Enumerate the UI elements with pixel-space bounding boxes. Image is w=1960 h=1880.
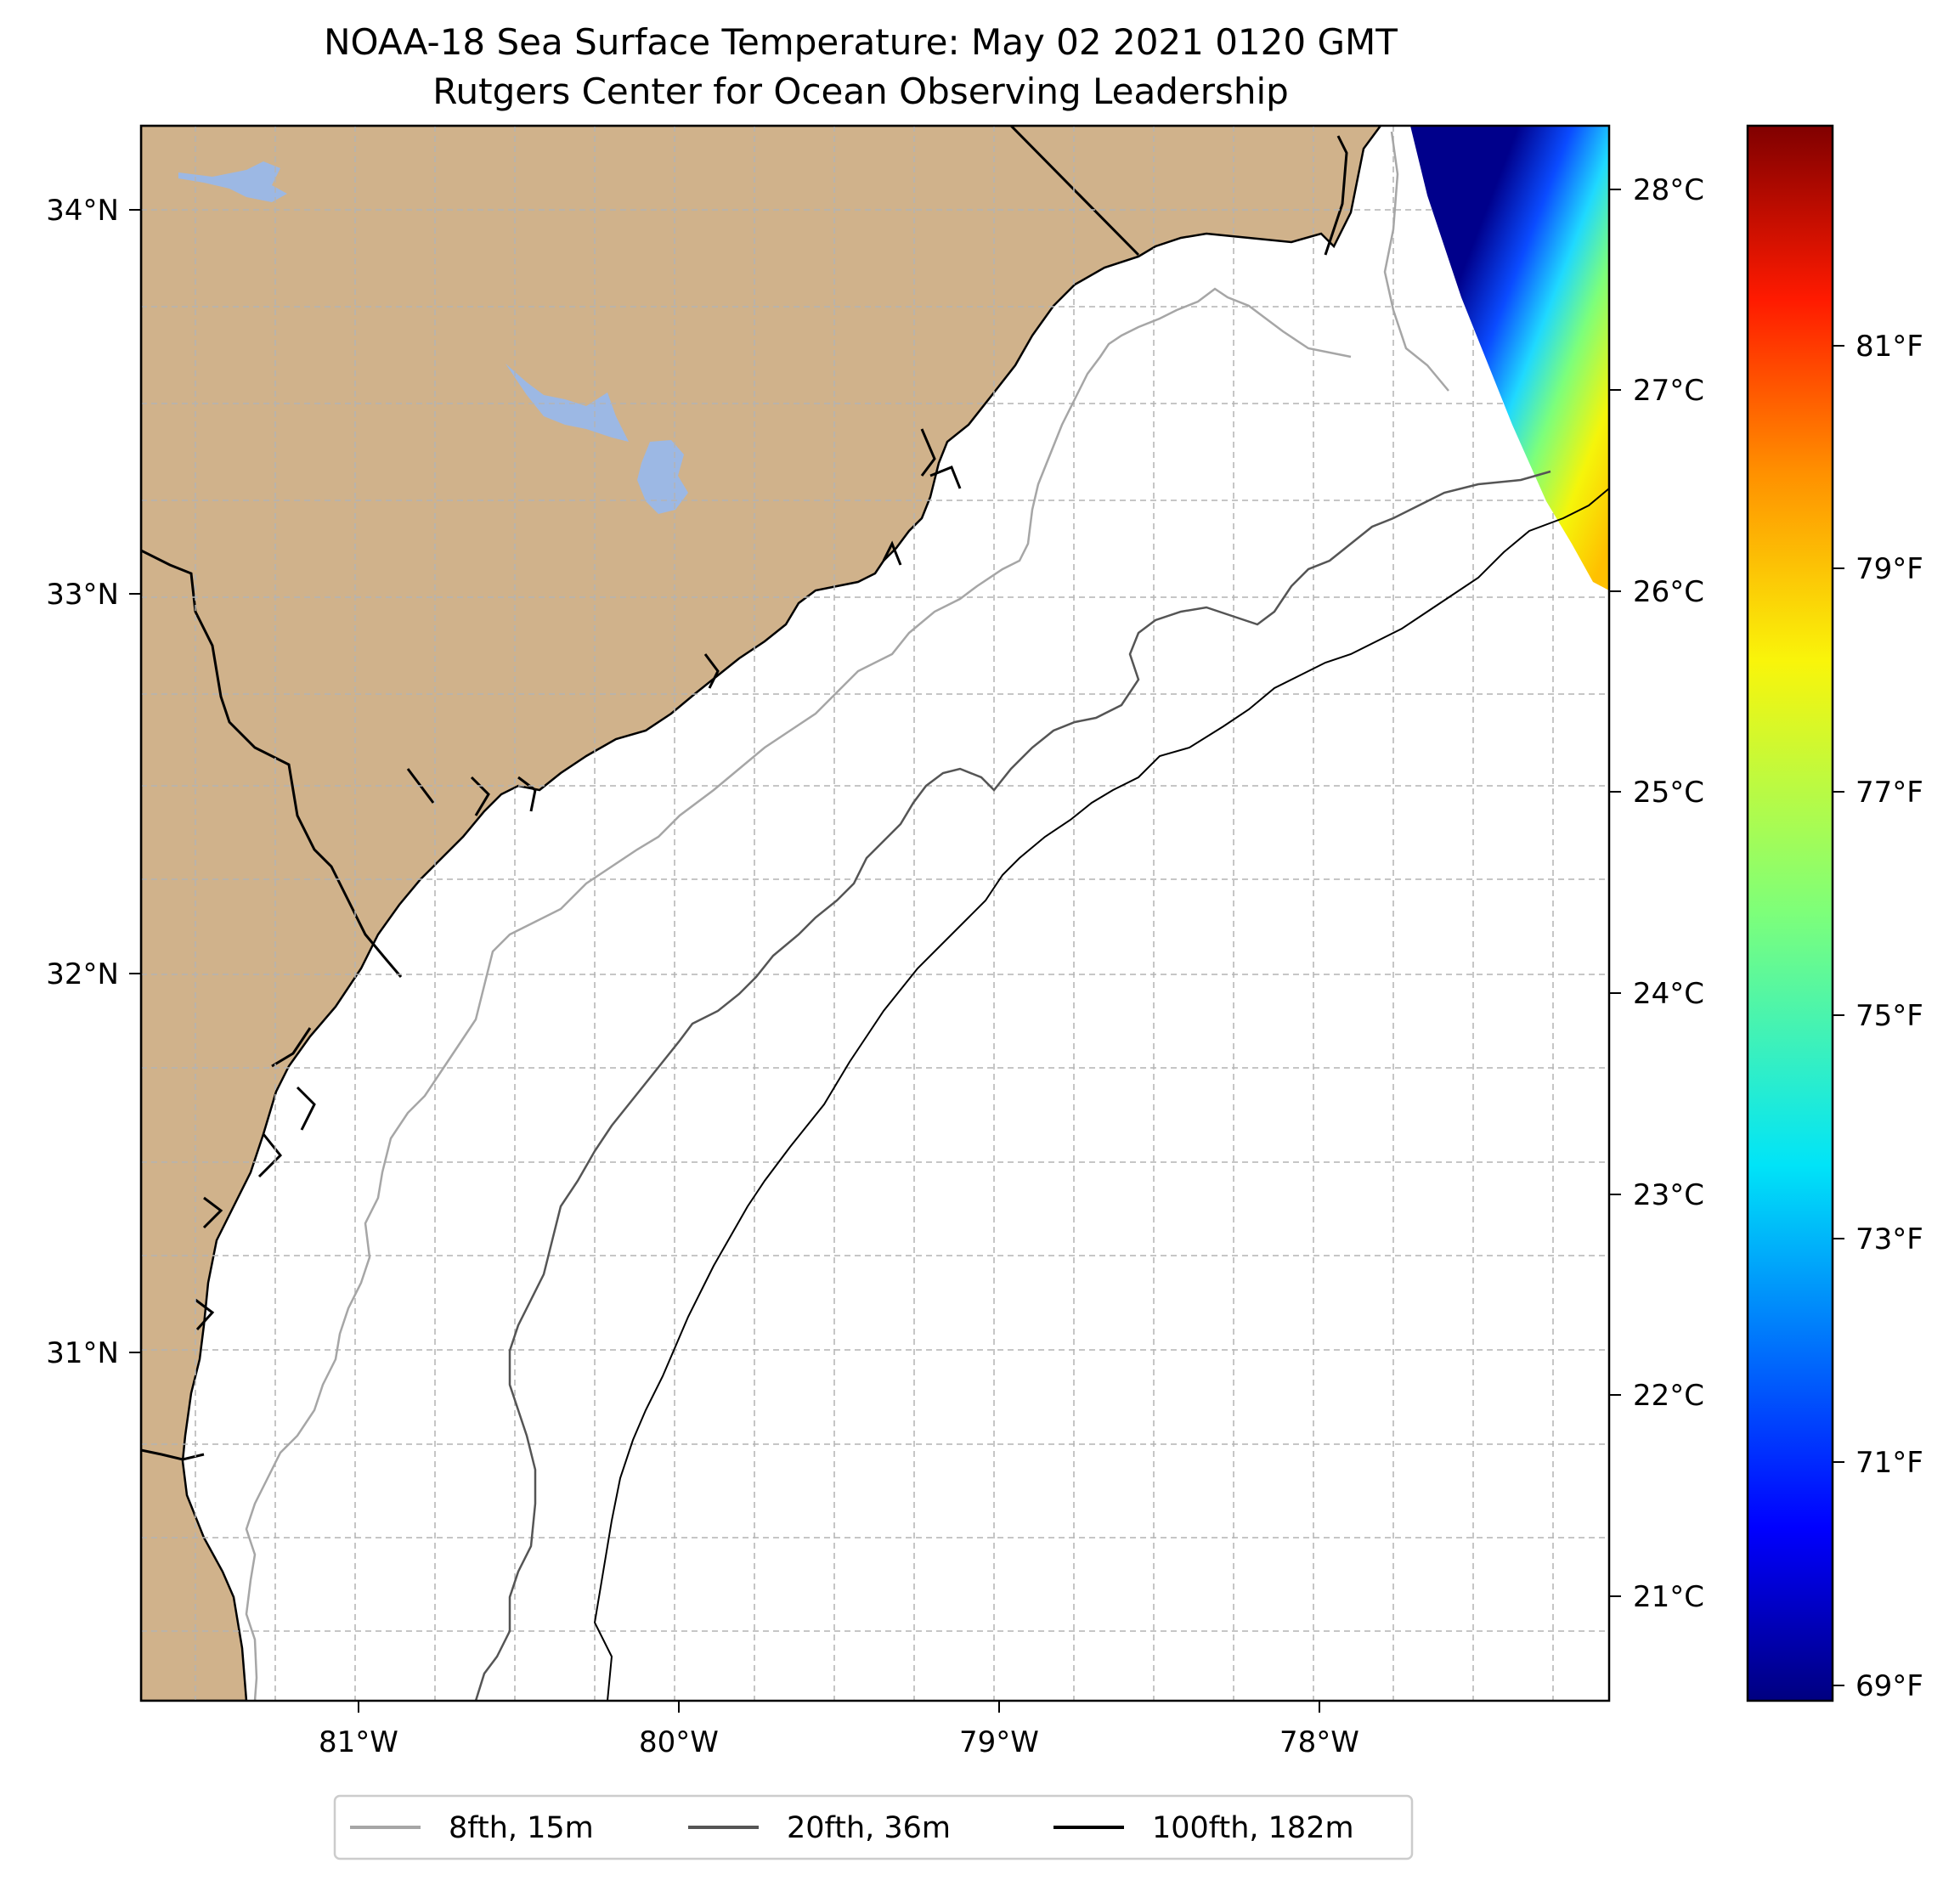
isobath-8fth (245, 131, 1449, 1701)
map-area[interactable] (141, 126, 1609, 1701)
lon-label-78: 78°W (1279, 1725, 1359, 1759)
figure-title: NOAA-18 Sea Surface Temperature: May 02 … (324, 21, 1398, 63)
lat-label-33: 33°N (46, 578, 119, 612)
gridlines (141, 126, 1609, 1701)
figure-subtitle: Rutgers Center for Ocean Observing Leade… (432, 71, 1289, 112)
lon-ticks (358, 1701, 1320, 1713)
isobath-100fth (593, 488, 1609, 1701)
fahrenheit-label-73: 73°F (1856, 1222, 1923, 1256)
legend-label-20fth: 20fth, 36m (787, 1811, 951, 1845)
coastline-detail (195, 135, 1348, 1331)
fahrenheit-label-69: 69°F (1856, 1669, 1923, 1703)
fahrenheit-label-71: 71°F (1856, 1446, 1923, 1480)
legend-label-100fth: 100fth, 182m (1152, 1811, 1354, 1845)
fahrenheit-label-81: 81°F (1856, 330, 1923, 364)
lon-label-80: 80°W (639, 1725, 719, 1759)
lat-ticks (129, 209, 141, 1353)
lon-label-79: 79°W (959, 1725, 1039, 1759)
sst-swath (1410, 126, 1609, 590)
celsius-label-25: 25°C (1633, 776, 1704, 810)
fahrenheit-label-75: 75°F (1856, 999, 1923, 1033)
celsius-label-22: 22°C (1633, 1379, 1704, 1413)
legend-box (333, 1794, 1414, 1860)
isobath-20fth (474, 470, 1551, 1701)
fahrenheit-ticks (1833, 345, 1844, 1686)
lat-label-31: 31°N (46, 1336, 119, 1370)
fahrenheit-label-79: 79°F (1856, 552, 1923, 586)
legend-label-8fth: 8fth, 15m (449, 1811, 594, 1845)
lat-label-32: 32°N (46, 957, 119, 991)
land (141, 126, 1382, 1701)
celsius-label-24: 24°C (1633, 977, 1704, 1011)
celsius-label-26: 26°C (1633, 575, 1704, 609)
colorbar (1746, 124, 1834, 1702)
legend: 8fth, 15m 20fth, 36m 100fth, 182m (333, 1794, 1414, 1860)
celsius-label-23: 23°C (1633, 1178, 1704, 1212)
celsius-label-28: 28°C (1633, 173, 1704, 207)
fahrenheit-label-77: 77°F (1856, 776, 1923, 810)
lakes (178, 161, 688, 514)
lat-label-34: 34°N (46, 194, 119, 228)
celsius-ticks (1609, 189, 1621, 1597)
celsius-label-21: 21°C (1633, 1580, 1704, 1614)
celsius-label-27: 27°C (1633, 374, 1704, 408)
map-frame (139, 124, 1611, 1702)
state-boundaries (141, 126, 1140, 1461)
lon-label-81: 81°W (319, 1725, 398, 1759)
